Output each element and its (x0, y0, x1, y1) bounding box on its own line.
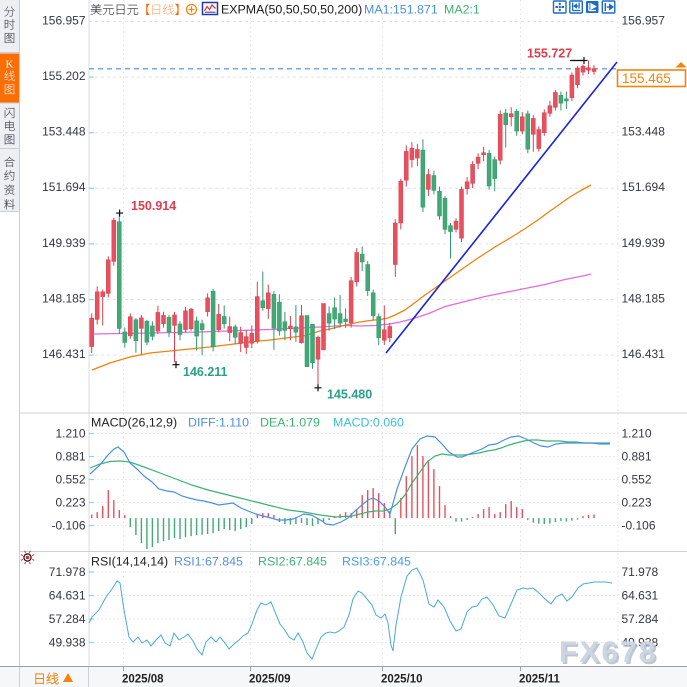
svg-text:DEA:1.079: DEA:1.079 (260, 416, 320, 430)
svg-text:155.465: 155.465 (622, 71, 671, 86)
svg-text:71.978: 71.978 (622, 565, 659, 579)
svg-text:MACD(26,12,9): MACD(26,12,9) (91, 416, 177, 430)
svg-text:148.185: 148.185 (42, 291, 86, 305)
svg-text:1.210: 1.210 (55, 427, 85, 441)
svg-text:K: K (6, 59, 14, 71)
svg-text:1.210: 1.210 (622, 427, 652, 441)
svg-text:RSI1:67.845: RSI1:67.845 (174, 555, 243, 569)
svg-text:151.694: 151.694 (42, 180, 86, 194)
svg-text:MA2:1: MA2:1 (444, 3, 480, 17)
svg-text:150.914: 150.914 (131, 199, 176, 213)
svg-text:-0.106: -0.106 (51, 519, 85, 533)
svg-text:MA1:151.871: MA1:151.871 (364, 3, 438, 17)
svg-text:149.939: 149.939 (622, 236, 666, 250)
svg-text:155.202: 155.202 (42, 69, 86, 83)
svg-text:145.480: 145.480 (327, 387, 372, 401)
svg-text:0.881: 0.881 (622, 450, 652, 464)
svg-text:155.727: 155.727 (527, 47, 572, 61)
svg-text:149.939: 149.939 (42, 236, 86, 250)
svg-text:57.284: 57.284 (622, 612, 659, 626)
svg-text:DIFF:1.110: DIFF:1.110 (188, 416, 249, 430)
svg-text:0.881: 0.881 (55, 450, 85, 464)
svg-text:153.448: 153.448 (42, 125, 86, 139)
svg-text:0.223: 0.223 (622, 496, 652, 510)
svg-text:FX678: FX678 (561, 638, 659, 671)
svg-text:64.631: 64.631 (49, 589, 86, 603)
svg-text:FX678: FX678 (559, 636, 657, 669)
svg-text:2025/08: 2025/08 (122, 674, 164, 686)
svg-text:57.284: 57.284 (49, 612, 86, 626)
svg-text:0.223: 0.223 (55, 496, 85, 510)
svg-text:2025/11: 2025/11 (519, 674, 561, 686)
svg-text:RSI(14,14,14): RSI(14,14,14) (91, 555, 168, 569)
svg-text:151.694: 151.694 (622, 180, 666, 194)
svg-text:71.978: 71.978 (49, 565, 86, 579)
svg-text:148.185: 148.185 (622, 291, 666, 305)
svg-text:0.552: 0.552 (622, 473, 652, 487)
svg-text:0.552: 0.552 (55, 473, 85, 487)
svg-text:-0.106: -0.106 (622, 519, 656, 533)
svg-text:156.957: 156.957 (42, 13, 86, 27)
svg-text:153.448: 153.448 (622, 125, 666, 139)
svg-text:2025/10: 2025/10 (381, 674, 423, 686)
svg-text:MACD:0.060: MACD:0.060 (333, 416, 404, 430)
svg-text:146.431: 146.431 (42, 347, 86, 361)
svg-text:2025/09: 2025/09 (249, 674, 291, 686)
svg-text:49.938: 49.938 (49, 636, 86, 650)
svg-text:156.957: 156.957 (622, 13, 666, 27)
svg-text:RSI3:67.845: RSI3:67.845 (342, 555, 411, 569)
svg-text:146.211: 146.211 (183, 365, 228, 379)
svg-text:49.938: 49.938 (622, 636, 659, 650)
svg-text:64.631: 64.631 (622, 589, 659, 603)
svg-text:RSI2:67.845: RSI2:67.845 (258, 555, 327, 569)
svg-text:EXPMA(50,50,50,50,200): EXPMA(50,50,50,50,200) (221, 3, 362, 17)
svg-text:146.431: 146.431 (622, 347, 666, 361)
